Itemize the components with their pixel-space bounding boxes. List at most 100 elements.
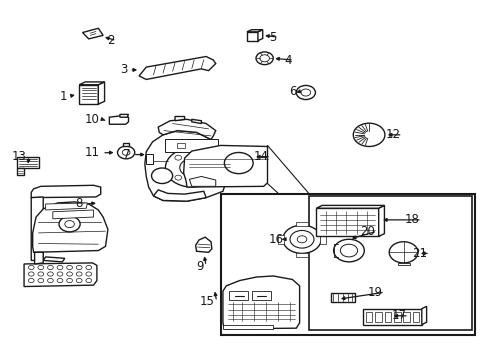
Circle shape: [38, 272, 43, 276]
Text: 19: 19: [367, 286, 382, 299]
Polygon shape: [82, 28, 103, 39]
Circle shape: [165, 148, 218, 187]
Polygon shape: [374, 312, 381, 322]
Polygon shape: [17, 157, 40, 168]
Polygon shape: [393, 312, 400, 322]
Circle shape: [117, 146, 135, 159]
Text: 3: 3: [120, 63, 127, 76]
Polygon shape: [24, 263, 97, 287]
Circle shape: [297, 236, 306, 243]
Polygon shape: [320, 235, 325, 243]
Polygon shape: [79, 85, 98, 104]
Polygon shape: [191, 119, 201, 123]
Polygon shape: [246, 32, 257, 41]
Polygon shape: [412, 312, 419, 322]
Circle shape: [57, 265, 63, 270]
Circle shape: [66, 265, 72, 270]
Text: 18: 18: [404, 213, 419, 226]
Circle shape: [352, 123, 384, 147]
Polygon shape: [31, 185, 101, 198]
Text: 6: 6: [288, 85, 296, 98]
Polygon shape: [296, 253, 307, 257]
Circle shape: [282, 225, 321, 253]
Text: 12: 12: [385, 129, 399, 141]
Circle shape: [256, 52, 273, 65]
Text: 10: 10: [85, 113, 100, 126]
Polygon shape: [316, 208, 378, 237]
Text: 21: 21: [412, 247, 427, 260]
Circle shape: [86, 272, 91, 276]
Circle shape: [76, 265, 82, 270]
Polygon shape: [144, 131, 227, 201]
Text: 20: 20: [359, 225, 374, 238]
Polygon shape: [158, 119, 215, 139]
Text: 14: 14: [253, 150, 268, 163]
Circle shape: [202, 175, 208, 180]
Text: 16: 16: [268, 233, 283, 246]
Polygon shape: [365, 312, 372, 322]
Circle shape: [301, 89, 310, 96]
Polygon shape: [35, 252, 43, 264]
Text: 9: 9: [196, 260, 203, 273]
Circle shape: [38, 278, 43, 283]
Text: 11: 11: [84, 146, 100, 159]
Polygon shape: [183, 145, 267, 187]
Polygon shape: [316, 206, 384, 208]
Circle shape: [175, 175, 181, 180]
Polygon shape: [421, 306, 426, 325]
Polygon shape: [223, 276, 299, 329]
Text: 15: 15: [199, 295, 214, 308]
Text: 1: 1: [60, 90, 67, 103]
Circle shape: [65, 221, 74, 228]
Polygon shape: [403, 312, 409, 322]
Circle shape: [224, 153, 253, 174]
Polygon shape: [165, 139, 218, 152]
Polygon shape: [189, 176, 215, 186]
Polygon shape: [223, 325, 273, 329]
Circle shape: [289, 230, 313, 248]
Polygon shape: [246, 30, 262, 32]
Circle shape: [202, 155, 208, 160]
Circle shape: [66, 272, 72, 276]
Text: 17: 17: [391, 309, 406, 322]
Polygon shape: [139, 57, 215, 80]
Text: 4: 4: [284, 54, 291, 67]
Polygon shape: [278, 235, 283, 243]
Polygon shape: [330, 293, 354, 302]
Circle shape: [76, 278, 82, 283]
Polygon shape: [229, 291, 248, 300]
Circle shape: [59, 216, 80, 232]
Polygon shape: [31, 197, 43, 260]
Circle shape: [86, 278, 91, 283]
Circle shape: [47, 265, 53, 270]
Polygon shape: [363, 309, 421, 325]
Polygon shape: [17, 168, 24, 175]
Circle shape: [28, 265, 34, 270]
Polygon shape: [98, 82, 104, 104]
Polygon shape: [53, 210, 93, 219]
Polygon shape: [384, 312, 390, 322]
Circle shape: [175, 155, 181, 160]
Polygon shape: [257, 30, 262, 41]
Polygon shape: [195, 237, 211, 252]
Polygon shape: [109, 116, 128, 124]
Circle shape: [388, 242, 417, 263]
Circle shape: [151, 168, 172, 184]
Polygon shape: [296, 222, 307, 226]
Polygon shape: [146, 154, 153, 164]
Polygon shape: [397, 263, 409, 265]
Text: 2: 2: [106, 34, 114, 47]
Polygon shape: [45, 203, 87, 210]
Polygon shape: [33, 202, 108, 252]
Polygon shape: [123, 143, 129, 146]
Circle shape: [66, 278, 72, 283]
Circle shape: [38, 265, 43, 270]
Polygon shape: [177, 143, 184, 148]
Text: 5: 5: [268, 31, 276, 44]
Circle shape: [180, 159, 203, 176]
Circle shape: [57, 272, 63, 276]
Circle shape: [28, 272, 34, 276]
Circle shape: [28, 278, 34, 283]
Text: 13: 13: [12, 149, 26, 162]
Circle shape: [333, 239, 364, 262]
